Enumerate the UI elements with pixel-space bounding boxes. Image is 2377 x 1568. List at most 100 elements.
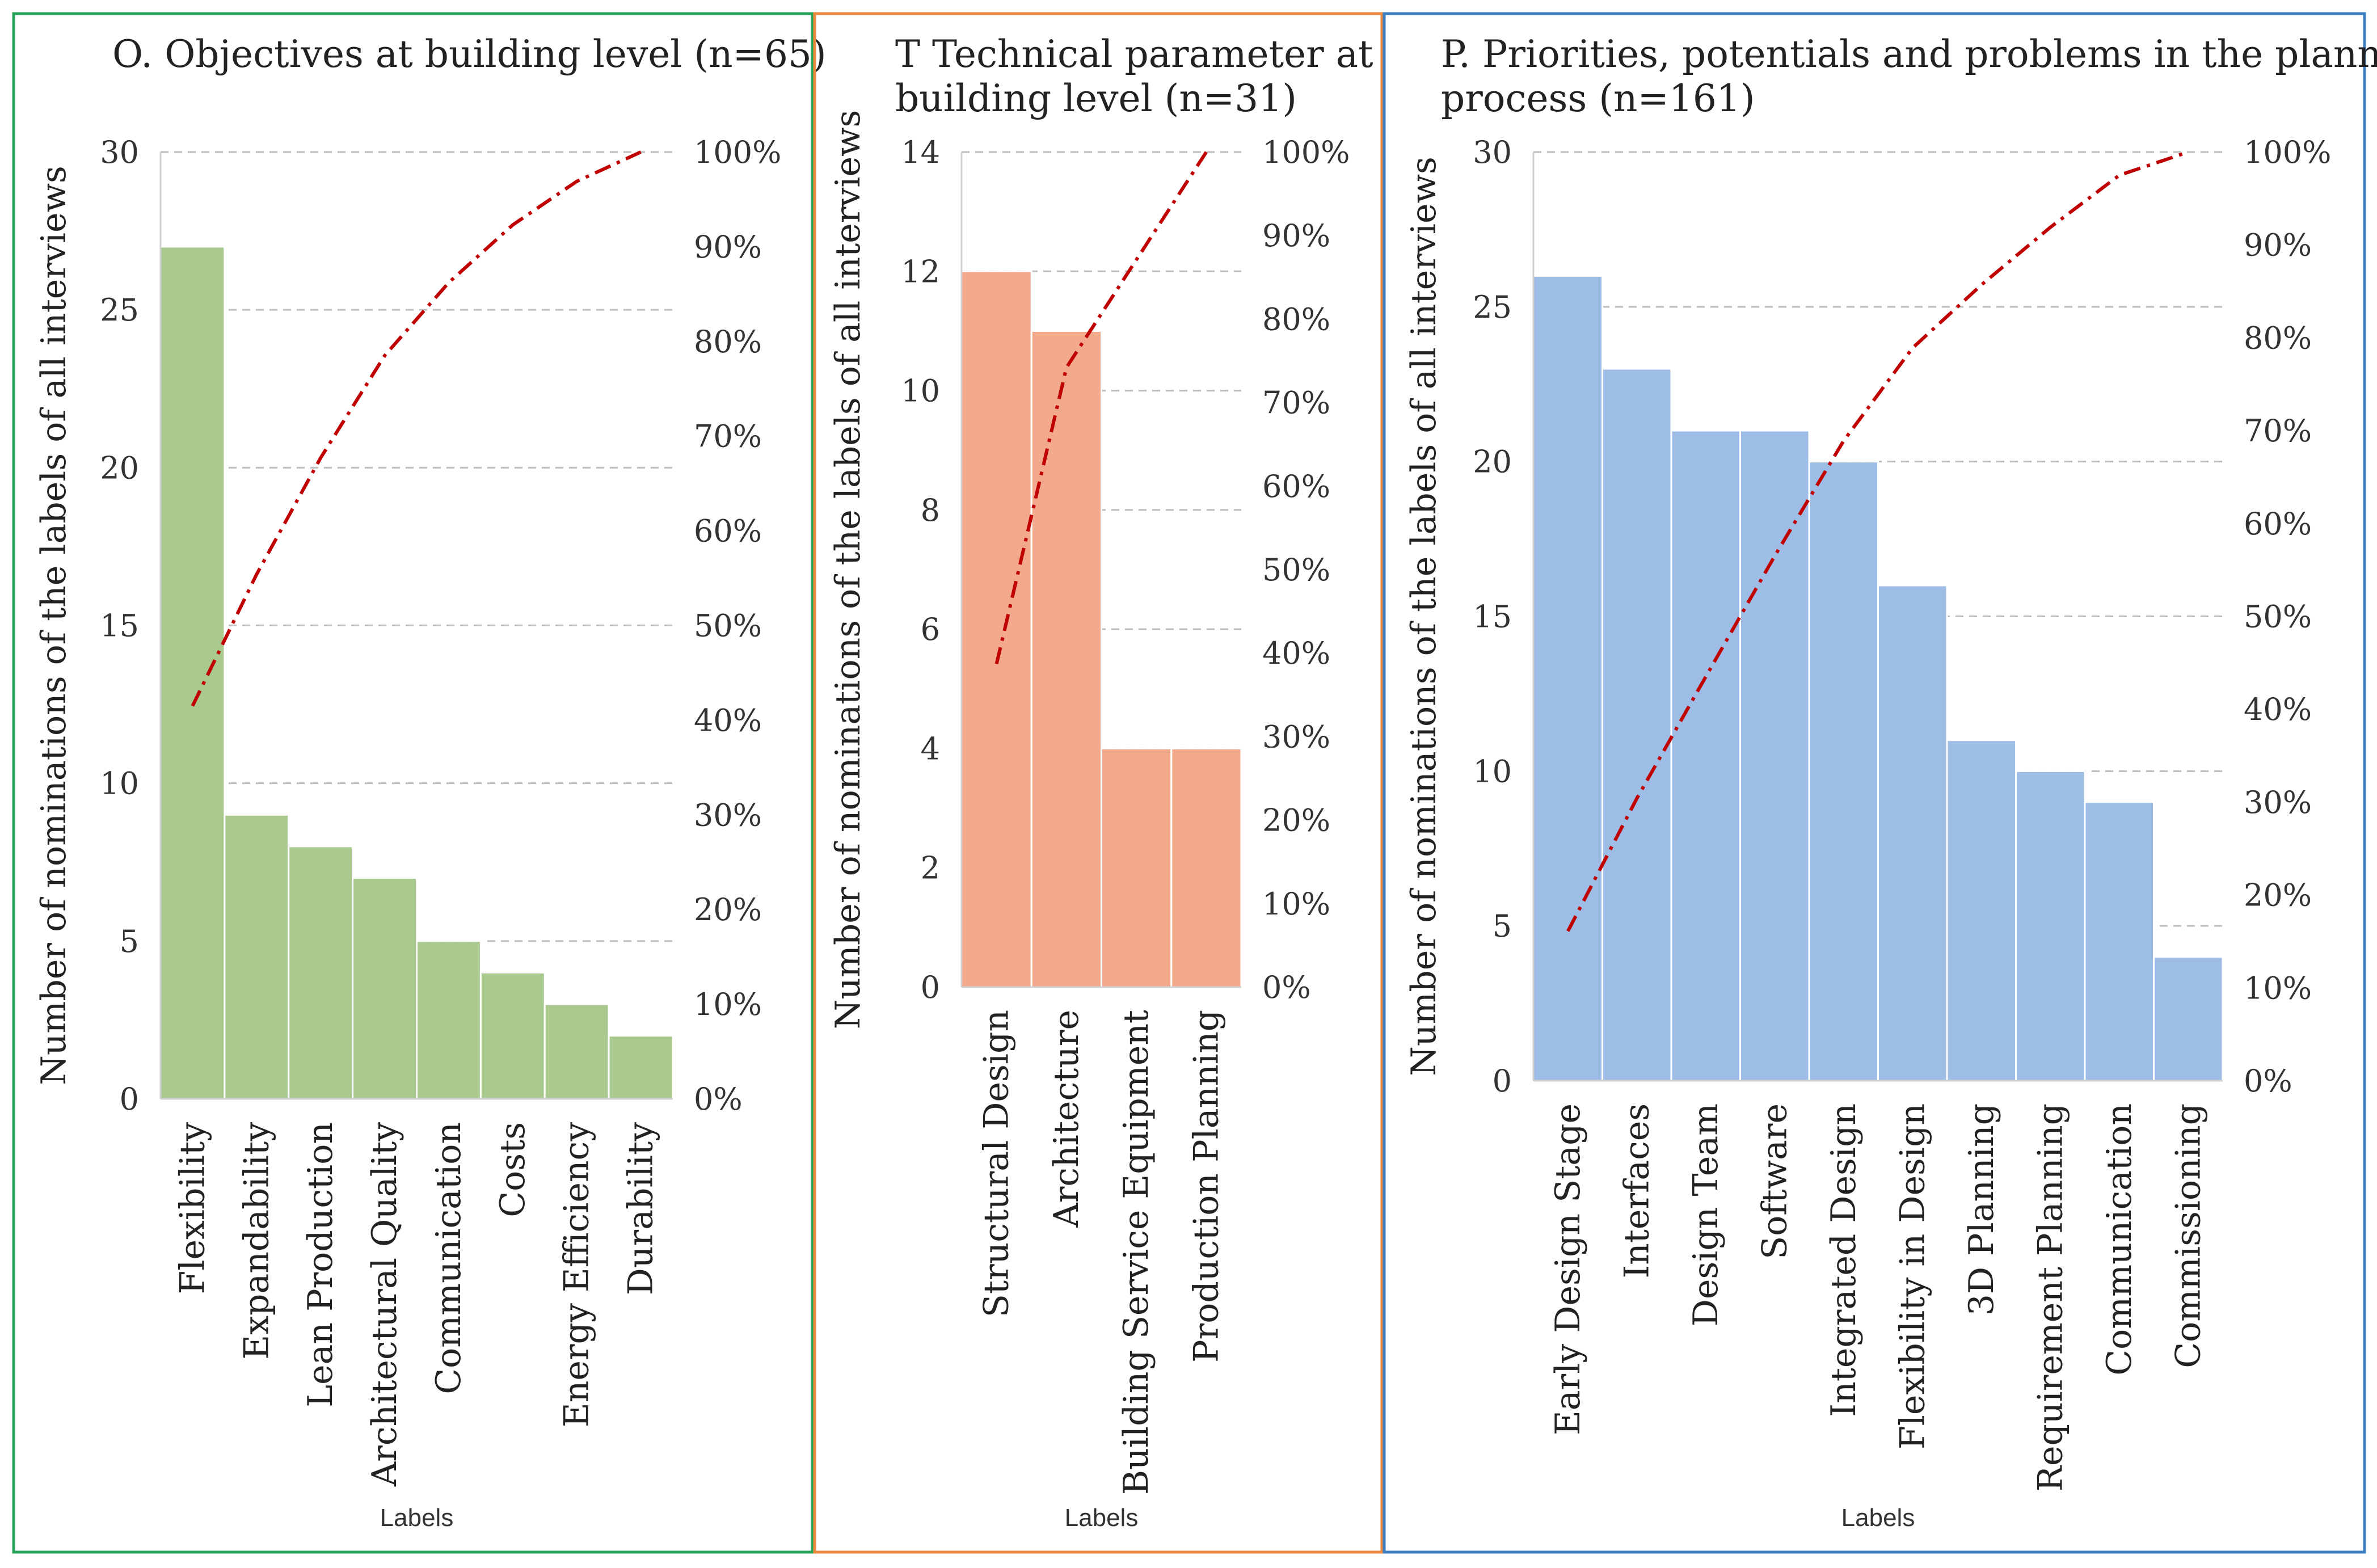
y-tick-label: 6 xyxy=(921,612,940,647)
y2-tick-label: 100% xyxy=(2244,134,2331,170)
y2-tick-label: 50% xyxy=(2244,599,2312,635)
bar xyxy=(2015,770,2086,1082)
x-tick-label: Production Planning xyxy=(1186,1010,1226,1363)
y-tick-label: 10 xyxy=(1473,753,1512,789)
y2-tick-label: 50% xyxy=(1262,552,1330,588)
bar xyxy=(2084,801,2155,1082)
y2-tick-label: 60% xyxy=(1262,469,1330,504)
cumulative-line xyxy=(1566,150,2189,932)
panel-frame xyxy=(1383,12,2366,1554)
bar xyxy=(1030,330,1102,988)
y2-tick-label: 30% xyxy=(1262,719,1330,755)
bar xyxy=(2153,956,2224,1082)
x-tick-label: Architectural Quality xyxy=(365,1122,404,1487)
y2-tick-label: 0% xyxy=(2244,1063,2292,1099)
y-axis-label: Number of nominations of the labels of a… xyxy=(34,166,74,1085)
x-axis-label: Labels xyxy=(1065,1504,1139,1532)
x-tick-label: Interfaces xyxy=(1617,1103,1657,1279)
x-tick-label: Flexibility xyxy=(172,1122,212,1294)
y-axis-label: Number of nominations of the labels of a… xyxy=(828,110,868,1029)
bar xyxy=(1739,429,1810,1082)
bar xyxy=(1670,429,1741,1082)
y2-tick-label: 90% xyxy=(694,229,762,265)
y2-tick-label: 30% xyxy=(2244,785,2312,820)
y2-tick-label: 70% xyxy=(1262,385,1330,421)
y-tick-label: 10 xyxy=(100,766,139,802)
bar xyxy=(224,813,290,1100)
y-tick-label: 10 xyxy=(901,373,940,409)
x-axis-label: Labels xyxy=(1841,1504,1915,1532)
chart-title-line: process (n=161) xyxy=(1441,77,1755,120)
x-tick-label: Communication xyxy=(2100,1103,2139,1376)
chart-title-line: O. Objectives at building level (n=65) xyxy=(112,32,827,76)
y2-tick-label: 20% xyxy=(694,892,762,928)
bar xyxy=(960,270,1032,988)
bar xyxy=(352,877,418,1100)
bar xyxy=(416,940,482,1100)
y-tick-label: 5 xyxy=(1493,908,1512,944)
y2-tick-label: 40% xyxy=(2244,692,2312,727)
y-tick-label: 25 xyxy=(1473,289,1512,325)
y-tick-label: 12 xyxy=(901,254,940,289)
x-tick-label: Software xyxy=(1755,1103,1794,1259)
x-tick-label: Flexibility in Design xyxy=(1893,1103,1932,1449)
y-axis-label: Number of nominations of the labels of a… xyxy=(1404,157,1444,1076)
y-tick-label: 15 xyxy=(100,608,139,644)
bar xyxy=(1877,584,1948,1082)
y2-tick-label: 70% xyxy=(2244,413,2312,449)
y2-tick-label: 10% xyxy=(2244,970,2312,1006)
x-tick-label: 3D Planning xyxy=(1962,1103,2001,1316)
chart-title-line: T Technical parameter at xyxy=(895,32,1373,76)
bar xyxy=(479,971,546,1100)
y2-tick-label: 40% xyxy=(694,702,762,738)
panel-frame xyxy=(813,12,1384,1554)
y2-tick-label: 40% xyxy=(1262,635,1330,671)
y2-tick-label: 60% xyxy=(2244,506,2312,542)
y2-tick-label: 100% xyxy=(1262,134,1350,170)
y2-tick-label: 50% xyxy=(694,608,762,644)
y-tick-label: 25 xyxy=(100,292,139,328)
y2-tick-label: 80% xyxy=(1262,301,1330,337)
y-tick-label: 15 xyxy=(1473,599,1512,635)
x-tick-label: Early Design Stage xyxy=(1548,1103,1588,1435)
y-tick-label: 4 xyxy=(921,731,940,766)
x-tick-label: Design Team xyxy=(1686,1103,1726,1326)
x-tick-label: Costs xyxy=(493,1122,533,1217)
bar xyxy=(608,1035,674,1100)
y-tick-label: 8 xyxy=(921,492,940,528)
y2-tick-label: 10% xyxy=(694,987,762,1022)
y2-tick-label: 30% xyxy=(694,797,762,833)
x-tick-label: Building Service Equipment xyxy=(1116,1010,1156,1495)
y-tick-label: 20 xyxy=(1473,444,1512,480)
y-tick-label: 5 xyxy=(120,924,139,959)
y2-tick-label: 0% xyxy=(1262,970,1311,1005)
y-tick-label: 0 xyxy=(120,1081,139,1117)
x-tick-label: Expandability xyxy=(237,1122,276,1360)
chart-title-line: P. Priorities, potentials and problems i… xyxy=(1441,32,2377,76)
y2-tick-label: 20% xyxy=(1262,803,1330,838)
x-tick-label: Architecture xyxy=(1047,1010,1086,1228)
y-tick-label: 0 xyxy=(1493,1063,1512,1099)
y-tick-label: 2 xyxy=(921,850,940,886)
y2-tick-label: 10% xyxy=(1262,886,1330,922)
y-tick-label: 30 xyxy=(100,134,139,170)
y2-tick-label: 80% xyxy=(2244,320,2312,356)
cumulative-line xyxy=(994,151,1208,664)
bar xyxy=(288,845,354,1100)
x-tick-label: Commissioning xyxy=(2168,1103,2208,1368)
bar xyxy=(1601,368,1672,1082)
x-tick-label: Integrated Design xyxy=(1824,1103,1864,1417)
y-tick-label: 20 xyxy=(100,450,139,486)
bar xyxy=(1808,461,1879,1082)
x-tick-label: Lean Production xyxy=(301,1122,340,1407)
panel-frame xyxy=(12,12,814,1554)
chart-panel-3: P. Priorities, potentials and problems i… xyxy=(1383,12,2377,1554)
x-tick-label: Requirement Planning xyxy=(2030,1103,2070,1491)
x-tick-label: Structural Design xyxy=(977,1010,1017,1317)
y2-tick-label: 100% xyxy=(694,134,781,170)
bar xyxy=(1101,747,1173,988)
y2-tick-label: 60% xyxy=(694,513,762,549)
y-tick-label: 14 xyxy=(901,134,940,170)
bar xyxy=(543,1003,610,1100)
